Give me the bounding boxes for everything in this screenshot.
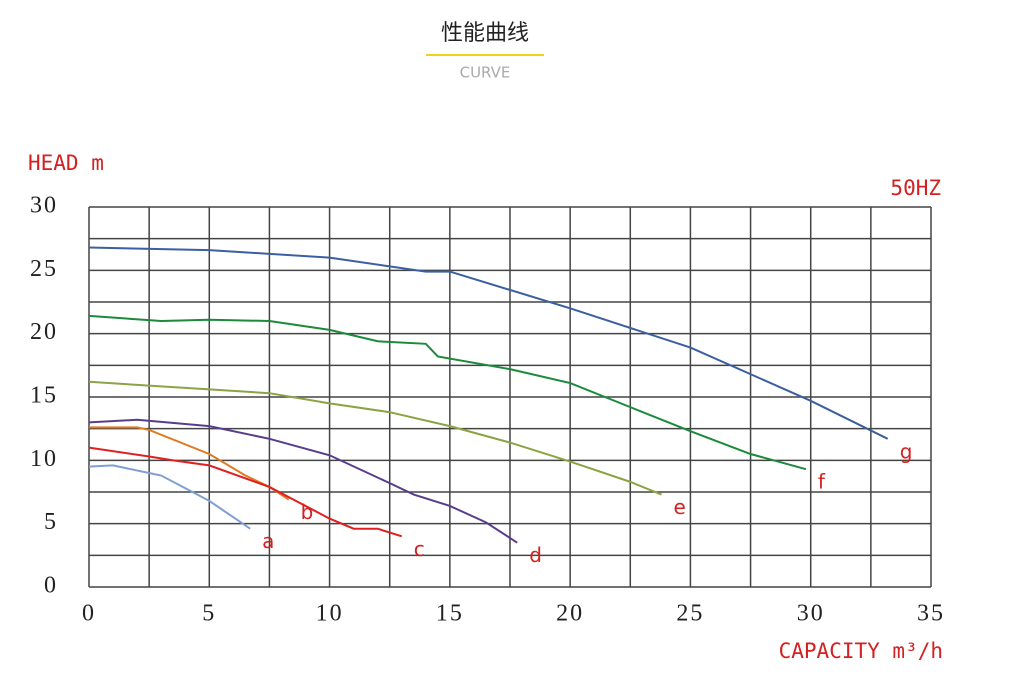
page-title: 性能曲线 <box>441 21 529 46</box>
curve-label: e <box>674 495 686 519</box>
x-tick-label: 25 <box>676 601 704 627</box>
pump-curve <box>88 314 807 471</box>
curve-label: g <box>900 439 913 463</box>
x-tick-label: 35 <box>917 601 945 627</box>
x-axis-label: CAPACITY m³/h <box>779 639 943 663</box>
y-tick-label: 0 <box>44 573 58 599</box>
y-axis-label: HEAD m <box>28 151 104 175</box>
y-tick-label: 20 <box>30 319 58 345</box>
x-tick-label: 30 <box>797 601 825 627</box>
y-tick-label: 30 <box>30 193 58 219</box>
curve-label: f <box>818 470 826 494</box>
x-tick-label: 15 <box>436 601 464 627</box>
curve-label: a <box>262 529 274 553</box>
pump-curve <box>88 446 403 538</box>
x-tick-label: 10 <box>316 601 344 627</box>
pump-curve <box>88 246 889 440</box>
frequency-annotation: 50HZ <box>890 176 941 200</box>
y-tick-label: 15 <box>30 383 58 409</box>
y-tick-label: 10 <box>30 446 58 472</box>
x-tick-label: 20 <box>556 601 584 627</box>
pump-curve <box>88 464 251 530</box>
y-tick-label: 5 <box>44 509 58 535</box>
curve-label: c <box>414 537 425 561</box>
x-tick-label: 0 <box>82 601 96 627</box>
page-subtitle: CURVE <box>460 64 511 82</box>
pump-curve <box>88 418 518 544</box>
curve-label: d <box>529 543 542 567</box>
pump-curve <box>88 380 662 496</box>
x-tick-label: 5 <box>202 601 216 627</box>
y-tick-label: 25 <box>30 256 58 282</box>
